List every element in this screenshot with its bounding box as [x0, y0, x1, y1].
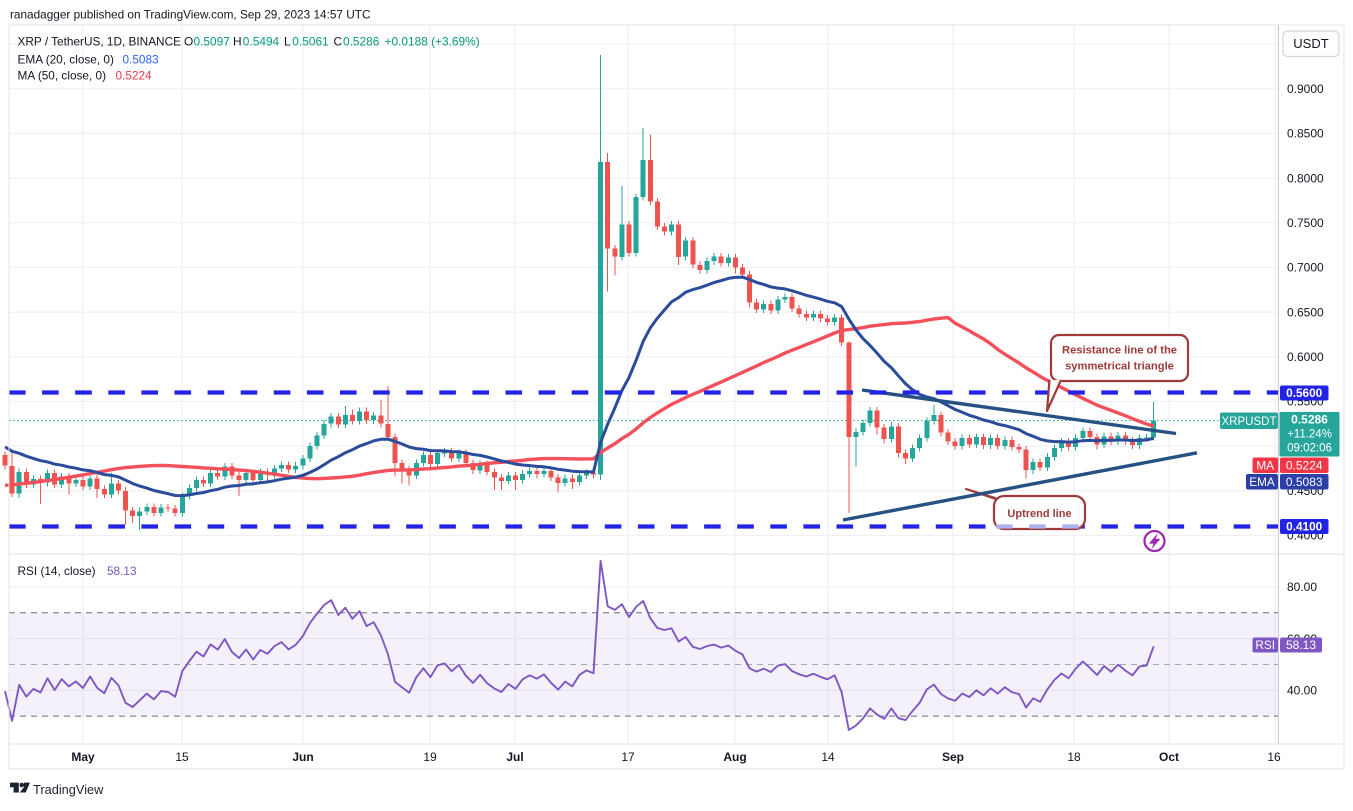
svg-text:Resistance line of the: Resistance line of the — [1062, 345, 1177, 357]
svg-text:Uptrend line: Uptrend line — [1007, 508, 1071, 520]
svg-text:Aug: Aug — [723, 750, 746, 764]
svg-text:0.5083: 0.5083 — [1286, 475, 1323, 489]
svg-text:80.00: 80.00 — [1287, 580, 1317, 594]
svg-text:09:02:06: 09:02:06 — [1287, 443, 1332, 455]
svg-text:0.5600: 0.5600 — [1286, 386, 1323, 400]
svg-text:0.8000: 0.8000 — [1287, 171, 1324, 185]
svg-text:Jul: Jul — [506, 750, 523, 764]
svg-text:14: 14 — [821, 750, 835, 764]
svg-text:USDT: USDT — [1293, 36, 1328, 51]
svg-text:40.00: 40.00 — [1287, 684, 1317, 698]
svg-text:0.4100: 0.4100 — [1286, 520, 1323, 534]
svg-text:0.5224: 0.5224 — [1286, 458, 1323, 472]
svg-text:16: 16 — [1267, 750, 1281, 764]
svg-text:0.5286: 0.5286 — [1291, 413, 1328, 427]
svg-text:Jun: Jun — [292, 750, 313, 764]
svg-text:17: 17 — [621, 750, 635, 764]
svg-text:19: 19 — [423, 750, 437, 764]
svg-text:0.6000: 0.6000 — [1287, 350, 1324, 364]
svg-text:0.7000: 0.7000 — [1287, 261, 1324, 275]
svg-text:0.9000: 0.9000 — [1287, 82, 1324, 96]
svg-text:EMA (20, close, 0)0.5083: EMA (20, close, 0) 0.5083 — [18, 53, 160, 67]
svg-text:ranadagger published on Tradin: ranadagger published on TradingView.com,… — [10, 8, 371, 22]
svg-text:58.13: 58.13 — [1286, 638, 1316, 652]
svg-text:MA (50, close, 0)0.5224: MA (50, close, 0) 0.5224 — [18, 69, 153, 83]
svg-text:RSI: RSI — [1255, 638, 1275, 652]
svg-text:XRPUSDT: XRPUSDT — [1222, 416, 1277, 428]
svg-text:MA: MA — [1256, 458, 1274, 472]
svg-text:15: 15 — [175, 750, 189, 764]
svg-text:+11.24%: +11.24% — [1287, 429, 1332, 441]
svg-text:TradingView: TradingView — [33, 782, 104, 797]
svg-text:Oct: Oct — [1159, 750, 1179, 764]
svg-text:0.8500: 0.8500 — [1287, 127, 1324, 141]
svg-text:0.6500: 0.6500 — [1287, 305, 1324, 319]
svg-text:May: May — [71, 750, 95, 764]
svg-text:RSI (14, close)58.13: RSI (14, close) 58.13 — [18, 564, 137, 578]
svg-text:EMA: EMA — [1249, 475, 1275, 489]
svg-text:18: 18 — [1067, 750, 1081, 764]
svg-text:XRP / TetherUS, 1D, BINANCE: XRP / TetherUS, 1D, BINANCE — [18, 35, 182, 49]
svg-text:0.7500: 0.7500 — [1287, 216, 1324, 230]
svg-text:Sep: Sep — [942, 750, 964, 764]
svg-text:symmetrical triangle: symmetrical triangle — [1065, 361, 1174, 373]
